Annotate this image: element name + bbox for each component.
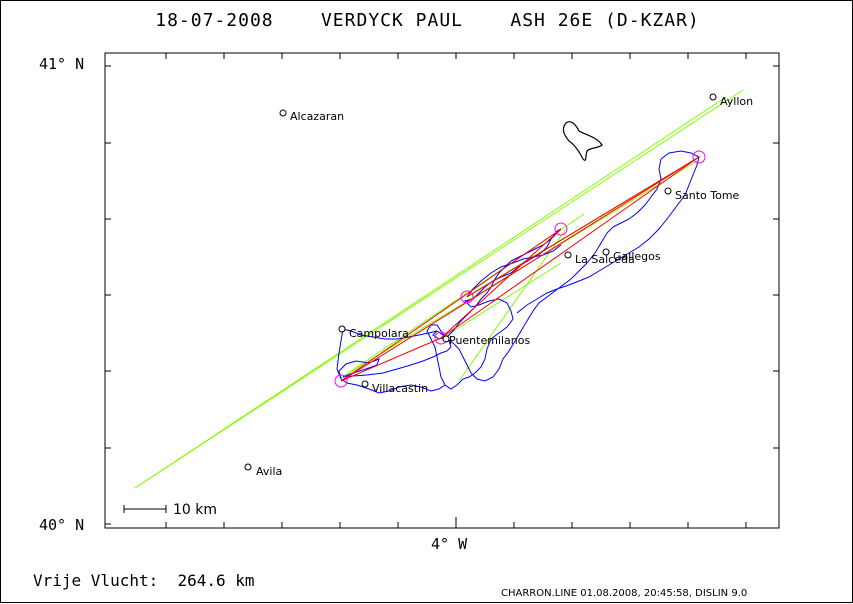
axis-ticks — [105, 53, 779, 528]
scale-bar-label: 10 km — [173, 502, 217, 518]
town-marker — [361, 380, 369, 388]
town-marker — [279, 109, 287, 117]
place-label-la-salceda: La Salceda — [575, 253, 635, 266]
free-flight-distance: Vrije Vlucht: 264.6 km — [33, 571, 255, 590]
flight-track — [336, 150, 700, 394]
town-marker — [564, 251, 572, 259]
place-label-ayllon: Ayllon — [720, 95, 753, 108]
map-frame — [104, 52, 780, 529]
town-marker — [338, 325, 346, 333]
town-marker — [664, 187, 672, 195]
fai-sector-lines — [134, 89, 744, 489]
turnpoint-circle — [460, 290, 474, 304]
map-title: 18-07-2008 VERDYCK PAUL ASH 26E (D-KZAR) — [155, 10, 700, 31]
turnpoint-circle — [334, 374, 348, 388]
town-marker — [244, 463, 252, 471]
town-marker — [602, 248, 610, 256]
task-legs — [340, 156, 700, 382]
place-label-alcazaran: Alcazaran — [290, 110, 344, 123]
place-label-gallegos: Gallegos — [613, 250, 661, 263]
place-label-puentemilanos: Puentemilanos — [449, 334, 531, 347]
lake-outline — [562, 121, 603, 161]
town-marker — [442, 335, 450, 343]
turnpoint-markers — [334, 150, 706, 388]
place-label-villacastin: Villacastin — [372, 382, 428, 395]
place-label-avila: Avila — [256, 465, 282, 478]
footer-info: CHARRON.LINE 01.08.2008, 20:45:58, DISLI… — [501, 588, 748, 599]
turnpoint-circle — [554, 222, 568, 236]
latitude-bottom-label: 40° N — [39, 516, 85, 534]
town-marker — [709, 93, 717, 101]
turnpoint-circle — [692, 150, 706, 164]
latitude-top-label: 41° N — [39, 55, 85, 73]
place-label-santo-tome: Santo Tome — [675, 189, 740, 202]
place-label-campolara: Campolara — [349, 327, 409, 340]
longitude-center-label: 4° W — [431, 535, 468, 553]
scale-bar: 10 km — [123, 502, 217, 518]
town-markers — [244, 93, 717, 471]
